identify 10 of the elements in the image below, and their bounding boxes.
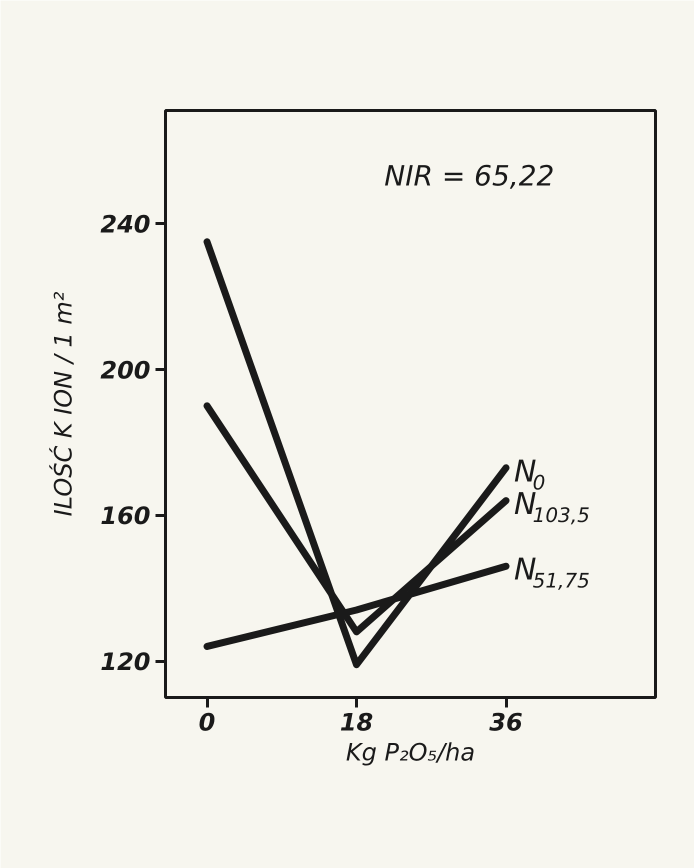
y-axis-title: ILOŚĆ K ION / 1 m² xyxy=(48,291,78,516)
y-tick-label: 160 xyxy=(100,502,151,530)
annotation: NIR = 65,22 xyxy=(384,160,554,193)
x-axis-title: Kg P₂O₅/ha xyxy=(346,738,476,766)
x-tick-label: 18 xyxy=(340,708,374,736)
y-tick-label: 200 xyxy=(100,356,151,384)
y-tick-label: 240 xyxy=(100,210,151,239)
x-tick-label: 36 xyxy=(489,708,523,736)
y-tick-label: 120 xyxy=(100,648,151,676)
x-tick-label: 0 xyxy=(198,708,216,736)
